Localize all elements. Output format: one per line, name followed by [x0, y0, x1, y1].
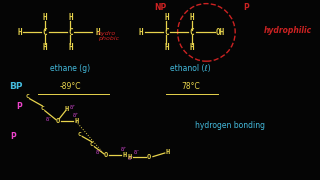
Text: H: H: [95, 28, 100, 37]
Text: BP: BP: [10, 82, 23, 91]
Text: C: C: [164, 28, 169, 37]
Text: H: H: [122, 152, 126, 158]
Text: δ⁺: δ⁺: [70, 105, 76, 110]
Text: hydrogen bonding: hydrogen bonding: [196, 122, 265, 130]
Text: O: O: [147, 154, 151, 160]
Text: H: H: [68, 13, 73, 22]
Text: H: H: [164, 43, 169, 52]
Text: H: H: [17, 28, 22, 37]
Text: P: P: [16, 102, 22, 111]
Text: H: H: [190, 43, 194, 52]
Text: C: C: [43, 28, 47, 37]
Text: OH: OH: [215, 28, 224, 37]
Text: H: H: [68, 43, 73, 52]
Text: C: C: [90, 142, 94, 147]
Text: 78°C: 78°C: [181, 82, 200, 91]
Text: C: C: [78, 132, 82, 137]
Text: hydrophilic: hydrophilic: [264, 26, 312, 35]
Text: O: O: [103, 152, 108, 158]
Text: H: H: [166, 149, 170, 155]
Text: H: H: [74, 118, 78, 124]
Text: δ⁻: δ⁻: [95, 150, 102, 155]
Text: NP: NP: [154, 3, 166, 12]
Text: C: C: [25, 94, 29, 99]
Text: δ⁺: δ⁺: [127, 156, 134, 161]
Text: H: H: [43, 13, 47, 22]
Text: H: H: [127, 154, 132, 160]
Text: P: P: [10, 132, 16, 141]
Text: O: O: [55, 118, 60, 124]
Text: δ⁺: δ⁺: [121, 147, 127, 152]
Text: P: P: [244, 3, 249, 12]
Text: hydro
phobic: hydro phobic: [98, 31, 119, 41]
Text: H: H: [64, 105, 69, 112]
Text: ethane (g): ethane (g): [50, 64, 91, 73]
Text: ethanol (ℓ): ethanol (ℓ): [170, 64, 211, 73]
Text: H: H: [190, 13, 194, 22]
Text: δ⁻: δ⁻: [134, 150, 140, 156]
Text: δ⁺: δ⁺: [73, 113, 79, 118]
Text: C: C: [190, 28, 194, 37]
Text: C: C: [68, 28, 73, 37]
Text: -89°C: -89°C: [60, 82, 81, 91]
Text: δ⁻: δ⁻: [45, 117, 52, 122]
Text: H: H: [164, 13, 169, 22]
Text: H: H: [43, 43, 47, 52]
Text: C: C: [40, 106, 44, 111]
Text: H: H: [139, 28, 143, 37]
